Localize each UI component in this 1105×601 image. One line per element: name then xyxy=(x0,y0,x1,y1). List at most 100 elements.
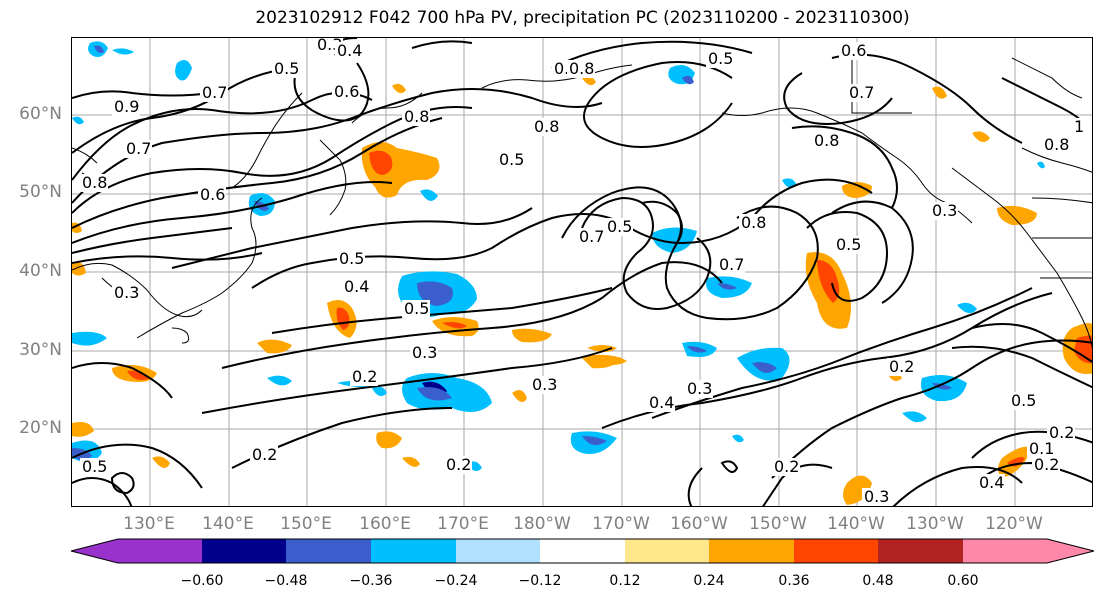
lon-label-160e: 160°E xyxy=(359,514,411,534)
precip-blob xyxy=(175,59,192,81)
precip-negative-shading xyxy=(72,41,1045,472)
precip-blob xyxy=(842,182,872,198)
contour-label: 0.5 xyxy=(499,150,524,169)
precip-blob xyxy=(402,373,492,412)
lon-label-150w: 150°W xyxy=(749,514,807,534)
contour-label: 0.2 xyxy=(352,367,377,386)
colorbar xyxy=(70,538,1095,564)
precip-blob xyxy=(817,260,840,303)
map-panel: 0.3 0.4 0.5 0.5 0.8 0.5 0.7 0.6 0.8 0.6 … xyxy=(71,37,1093,507)
contour-label: 0.8 xyxy=(534,117,559,136)
precip-blob xyxy=(72,116,84,125)
precip-blob xyxy=(717,283,737,290)
contour-label: 0.6 xyxy=(200,185,225,204)
colorbar-tick-label: 0.24 xyxy=(693,573,725,589)
precip-blob xyxy=(587,345,617,352)
contour-labels: 0.3 0.4 0.5 0.5 0.8 0.5 0.7 0.6 0.8 0.6 … xyxy=(80,38,1092,506)
precip-blob xyxy=(904,411,924,423)
lat-label-50n: 50°N xyxy=(19,182,62,202)
contour-label: 0.5 xyxy=(1011,391,1036,410)
map-canvas: 0.3 0.4 0.5 0.5 0.8 0.5 0.7 0.6 0.8 0.6 … xyxy=(72,38,1092,506)
colorbar-extend-max xyxy=(1047,539,1094,563)
precip-blob xyxy=(417,281,453,306)
contour-label: 0.2 xyxy=(446,455,471,474)
lon-label-130w: 130°W xyxy=(906,514,964,534)
precip-blob xyxy=(1037,161,1045,169)
lat-label-60n: 60°N xyxy=(19,104,62,124)
contour-label: 0.8 xyxy=(814,131,839,150)
contour-label: 0.2 xyxy=(1049,423,1074,442)
lon-label-140e: 140°E xyxy=(202,514,254,534)
contour-label: 0.5 xyxy=(836,235,861,254)
precip-blob xyxy=(376,431,402,449)
precip-blob xyxy=(152,456,170,468)
colorbar-segment xyxy=(202,539,286,563)
precip-blob xyxy=(997,205,1037,225)
lon-label-170e: 170°E xyxy=(437,514,489,534)
precip-blob xyxy=(392,83,406,94)
colorbar-tick-label: 0.48 xyxy=(862,573,894,589)
precip-blob xyxy=(682,75,694,85)
contour-label: 0.5 xyxy=(708,49,733,68)
contour-label: 0.2 xyxy=(252,445,277,464)
contour-label: 0.4 xyxy=(649,393,674,412)
colorbar-segment xyxy=(709,539,794,563)
contour-label: 0.3 xyxy=(114,283,139,302)
graticule xyxy=(72,38,1092,506)
precip-blob xyxy=(972,131,990,142)
contour-label: 0.3 xyxy=(864,487,889,506)
colorbar-segment xyxy=(625,539,709,563)
precip-blob xyxy=(932,383,952,390)
lon-label-140w: 140°W xyxy=(827,514,885,534)
precip-blob xyxy=(512,389,527,402)
precip-blob xyxy=(420,189,438,201)
contour-label: 0.7 xyxy=(202,83,227,102)
colorbar-tick-label: 0.36 xyxy=(778,573,810,589)
precip-blob xyxy=(72,331,107,346)
precip-blob xyxy=(267,375,292,386)
lon-label-130e: 130°E xyxy=(123,514,175,534)
lat-label-40n: 40°N xyxy=(19,261,62,281)
colorbar-tick-label: −0.60 xyxy=(180,573,224,589)
contour-label: 0.1 xyxy=(1029,439,1054,458)
contour-label: 0.5 xyxy=(607,217,632,236)
contour-label: 0.7 xyxy=(126,139,151,158)
colorbar-segment xyxy=(371,539,456,563)
lat-label-30n: 30°N xyxy=(19,340,62,360)
contour-label: 0.3 xyxy=(687,379,712,398)
lat-label-20n: 20°N xyxy=(19,418,62,438)
lon-label-120w: 120°W xyxy=(985,514,1043,534)
lon-label-170w: 170°W xyxy=(592,514,650,534)
contour-label: 1 xyxy=(1074,117,1084,136)
contour-label: 0.7 xyxy=(849,83,874,102)
precip-blob xyxy=(402,456,420,467)
precip-blob xyxy=(652,227,697,253)
contour-label: 0.2 xyxy=(889,357,914,376)
contour-label: 0.5 xyxy=(404,299,429,318)
precip-blob xyxy=(361,142,440,198)
precip-positive-shading xyxy=(72,75,1092,505)
contour-label: 0.2 xyxy=(774,457,799,476)
colorbar-segment xyxy=(878,539,963,563)
colorbar-segment xyxy=(286,539,371,563)
contour-label: 0.6 xyxy=(334,82,359,101)
contour-label: 0.7 xyxy=(719,255,744,274)
precip-blob xyxy=(843,475,872,505)
precip-blob xyxy=(127,370,149,380)
precip-blob xyxy=(752,362,777,373)
colorbar-segment xyxy=(963,539,1047,563)
precip-blob xyxy=(372,386,387,397)
contour-label: 0.4 xyxy=(337,41,362,60)
contour-label: 0.8 xyxy=(82,173,107,192)
colorbar-tick-label: −0.48 xyxy=(264,573,308,589)
colorbar-tick-label: −0.36 xyxy=(349,573,393,589)
contour-label: 0.5 xyxy=(82,457,107,476)
contour-label: 0.7 xyxy=(579,227,604,246)
precip-blob xyxy=(582,75,596,86)
precip-blob xyxy=(72,422,94,437)
pv-contours xyxy=(72,38,1092,506)
colorbar-tick-label: −0.24 xyxy=(434,573,478,589)
colorbar-segment xyxy=(794,539,878,563)
precip-blob xyxy=(687,346,707,353)
contour-label: 0.4 xyxy=(979,473,1004,492)
